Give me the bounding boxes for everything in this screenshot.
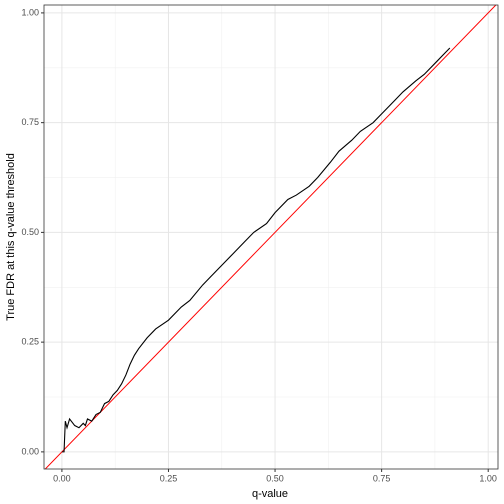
panel-border: [43, 4, 499, 470]
x-tick-label: 0.75: [373, 473, 391, 483]
y-tick-label: 1.00: [21, 7, 39, 17]
x-tick-label: 0.25: [160, 473, 178, 483]
y-axis-label: True FDR at this q-value threshold: [5, 153, 17, 321]
y-tick-label: 0.75: [21, 117, 39, 127]
y-tick-label: 0.50: [21, 227, 39, 237]
data-line: [61, 47, 451, 453]
x-axis-label: q-value: [252, 488, 288, 500]
y-tick-label: 0.25: [21, 337, 39, 347]
x-tick-label: 1.00: [479, 473, 497, 483]
x-tick-label: 0.50: [266, 473, 284, 483]
y-tick-label: 0.00: [21, 446, 39, 456]
reference-line: [44, 5, 497, 469]
x-tick-label: 0.00: [53, 473, 71, 483]
